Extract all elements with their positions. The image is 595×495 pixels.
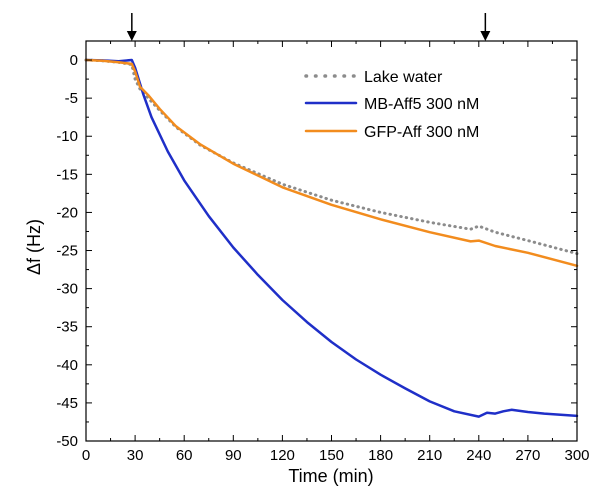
x-tick-label: 60 [176,447,193,464]
annotations-layer [126,13,491,41]
legend-label-3: GFP-Aff 300 nM [364,124,479,141]
y-tick-label: -15 [56,166,78,183]
y-tick-label: -5 [65,90,78,107]
series-line-2 [84,58,579,418]
legend-label-2: MB-Aff5 300 nM [364,96,479,113]
frame-layer [85,40,578,442]
y-tick-label: -50 [56,433,78,450]
x-tick-label: 180 [368,447,393,464]
x-tick-label: 90 [225,447,242,464]
x-tick-label: 240 [466,447,491,464]
y-tick-label: -30 [56,281,78,298]
y-tick-label: -10 [56,128,78,145]
plot-frame [85,40,578,442]
x-tick-label: 30 [127,447,144,464]
ticks-layer: 0 30 60 90 120 150 180 210 240 270 300 0 -5 -10 -15 -20… [56,40,590,464]
series-layer [84,58,579,418]
arrow-down-icon [480,31,491,41]
x-tick-label: 210 [417,447,442,464]
y-tick-label: -20 [56,204,78,221]
x-tick-label: 150 [319,447,344,464]
series-line-1 [84,58,579,256]
y-tick-label: -25 [56,243,78,260]
x-tick-label: 0 [82,447,90,464]
x-axis-label: Time (min) [288,466,373,486]
arrow-down-icon [126,31,137,41]
legend-label-1: Lake water [364,69,443,86]
x-tick-label: 270 [515,447,540,464]
x-tick-label: 120 [270,447,295,464]
y-tick-label: -40 [56,357,78,374]
y-tick-label: -35 [56,319,78,336]
x-tick-label: 300 [564,447,589,464]
y-tick-label: -45 [56,395,78,412]
legend-layer: Lake water MB-Aff5 300 nM GFP-Aff 300 nM [304,69,479,141]
y-axis-label: Δf (Hz) [24,219,44,275]
series-line-3 [84,58,579,268]
y-tick-label: 0 [70,52,78,69]
